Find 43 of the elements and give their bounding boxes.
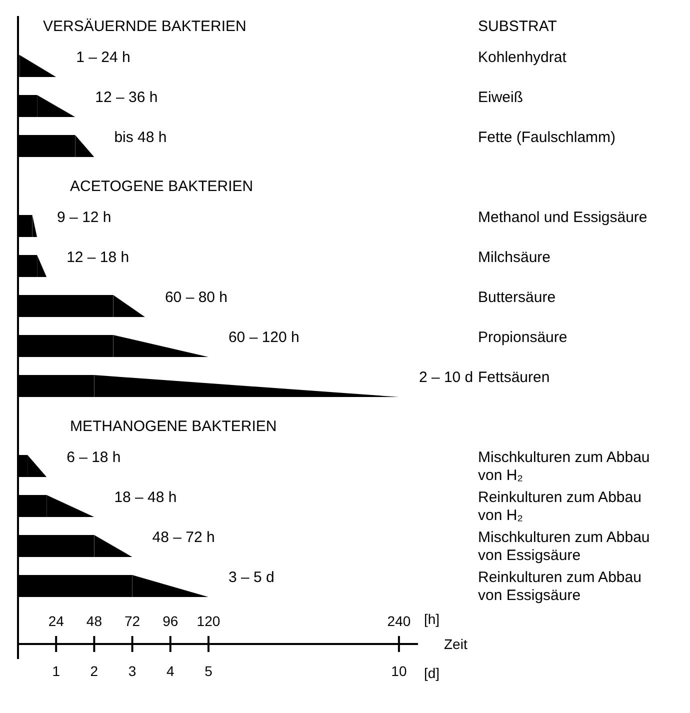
x2-tick-label: 10 xyxy=(391,662,407,679)
annotation: 12 – 18 h xyxy=(66,249,130,266)
y-tick-label: Mischkulturen zum Abbau von H₂ xyxy=(478,449,650,484)
annotation: 18 – 48 h xyxy=(114,489,177,506)
annotation: 12 – 36 h xyxy=(95,89,158,106)
annotation: 60 – 80 h xyxy=(164,289,228,306)
x2-tick-label: 3 xyxy=(128,662,136,679)
x2-tick-label: 5 xyxy=(204,662,213,679)
y-tick-label: Propionsäure xyxy=(478,329,568,346)
x2-tick-label: 2 xyxy=(90,662,98,679)
y-tick-label: Reinkulturen zum Abbau von H₂ xyxy=(478,489,642,524)
annotation: ACETOGENE BAKTERIEN xyxy=(70,178,254,195)
annotation: 3 – 5 d xyxy=(228,569,274,586)
annotation: 48 – 72 h xyxy=(152,529,215,546)
y-tick-label: Kohlenhydrat xyxy=(478,49,568,66)
x2-tick-label: 4 xyxy=(166,662,174,679)
y-tick-label: Milchsäure xyxy=(478,249,551,266)
annotation: 1 – 24 h xyxy=(76,49,130,66)
text: Zeit xyxy=(444,636,468,652)
y-tick-label: Reinkulturen zum Abbau von Essigsäure xyxy=(478,569,642,604)
annotation: 6 – 18 h xyxy=(66,449,121,466)
x-axis-title: [h] xyxy=(424,611,440,627)
annotation: bis 48 h xyxy=(114,129,167,146)
x-tick-label: 240 xyxy=(387,613,411,629)
annotation: 60 – 120 h xyxy=(228,329,300,346)
x-tick-label: 24 xyxy=(48,613,64,629)
y-tick-label: Methanol und Essigsäure xyxy=(478,209,648,226)
text: 2 – 10 d xyxy=(418,369,474,386)
x2-tick-label: 1 xyxy=(52,662,60,679)
x-tick-label: 120 xyxy=(196,613,220,629)
x-tick-label: 48 xyxy=(86,613,102,629)
x-tick-label: 72 xyxy=(124,613,140,629)
y-tick-label: Eiweiß xyxy=(478,89,524,106)
y-tick-label: Fettsäuren xyxy=(478,369,550,386)
annotation: METHANOGENE BAKTERIEN xyxy=(70,418,277,435)
x2-axis-title: [d] xyxy=(424,665,440,681)
annotation: 9 – 12 h xyxy=(57,209,112,226)
y-tick-label: Mischkulturen zum Abbau von Essigsäure xyxy=(478,529,650,564)
y-tick-label: Fette (Faulschlamm) xyxy=(478,129,616,146)
y-tick-label: Buttersäure xyxy=(478,289,556,306)
y-axis-title: SUBSTRAT xyxy=(478,18,557,35)
x-tick-label: 96 xyxy=(162,613,178,629)
annotation: VERSÄUERNDE BAKTERIEN xyxy=(43,18,246,35)
